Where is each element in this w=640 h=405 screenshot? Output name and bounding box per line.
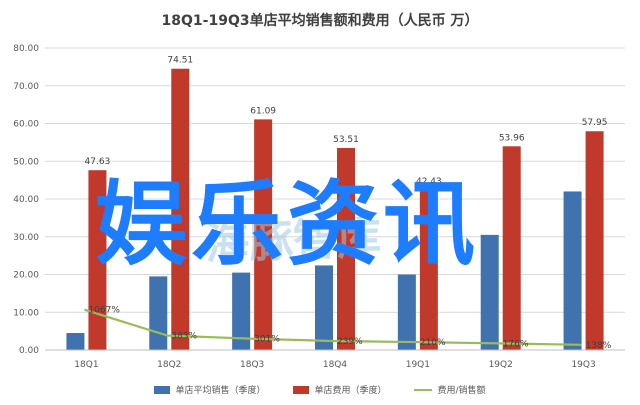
data-label-ratio: 1067%: [88, 306, 120, 316]
legend-label-sales: 单店平均销售（季度）: [175, 386, 266, 396]
x-tick-label: 18Q2: [157, 360, 181, 370]
data-label-ratio: 301%: [254, 335, 280, 345]
x-tick-label: 18Q1: [74, 360, 98, 370]
legend-item-expense: 单店费用（季度）: [293, 383, 386, 396]
legend-label-expense: 单店费用（季度）: [314, 386, 387, 396]
data-label-ratio: 138%: [586, 341, 612, 351]
y-tick-label: 60.00: [13, 120, 39, 130]
data-label-expense: 61.09: [250, 106, 276, 116]
y-tick-label: 10.00: [13, 308, 39, 318]
bar-expense: [502, 146, 521, 350]
data-label-ratio: 176%: [503, 339, 529, 349]
bar-expense: [419, 189, 438, 350]
data-label-expense: 57.95: [582, 118, 608, 128]
bar-sales: [315, 265, 333, 350]
bar-sales: [232, 272, 251, 350]
data-label-ratio: 210%: [420, 338, 446, 348]
data-label-expense: 47.63: [85, 157, 111, 167]
x-tick-label: 19Q2: [489, 360, 513, 370]
data-label-expense: 53.51: [333, 135, 359, 145]
data-label-expense: 74.51: [167, 56, 193, 66]
y-tick-label: 0.00: [19, 346, 39, 356]
data-label-ratio: 239%: [337, 337, 363, 347]
y-tick-label: 80.00: [13, 44, 39, 54]
x-tick-label: 19Q1: [406, 360, 430, 370]
legend-swatch-expense: [293, 385, 310, 394]
legend-label-ratio: 费用/销售额: [437, 386, 486, 396]
legend-swatch-ratio: [414, 388, 433, 391]
y-tick-label: 50.00: [13, 157, 39, 167]
bar-expense: [254, 119, 273, 350]
bar-expense: [171, 68, 190, 351]
y-tick-label: 40.00: [13, 195, 39, 205]
bar-sales: [397, 274, 416, 350]
bar-sales: [480, 234, 499, 350]
legend-item-ratio: 费用/销售额: [414, 383, 486, 396]
bar-sales: [149, 276, 168, 350]
overlay-banner-text: 娱乐资讯: [95, 171, 480, 278]
legend-swatch-sales: [154, 385, 171, 394]
x-tick-label: 19Q3: [571, 360, 595, 370]
bar-sales: [563, 191, 582, 350]
series-line-ratio: [84, 308, 582, 346]
data-label-expense: 42.43: [416, 177, 442, 187]
data-label-ratio: 383%: [171, 332, 197, 342]
y-tick-label: 70.00: [13, 82, 39, 92]
data-label-expense: 53.96: [499, 133, 525, 143]
legend-item-sales: 单店平均销售（季度）: [154, 383, 265, 396]
chart-title: 18Q1-19Q3单店平均销售额和费用（人民币 万）: [161, 13, 479, 29]
y-tick-label: 30.00: [13, 233, 39, 243]
bar-sales: [66, 333, 85, 350]
chart-legend: 单店平均销售（季度） 单店费用（季度） 费用/销售额: [0, 383, 640, 396]
x-tick-label: 18Q4: [323, 360, 348, 370]
bar-expense: [585, 131, 604, 350]
y-tick-label: 20.00: [13, 271, 39, 281]
bar-expense: [88, 170, 107, 350]
x-tick-label: 18Q3: [240, 360, 264, 370]
bar-expense: [337, 147, 355, 350]
